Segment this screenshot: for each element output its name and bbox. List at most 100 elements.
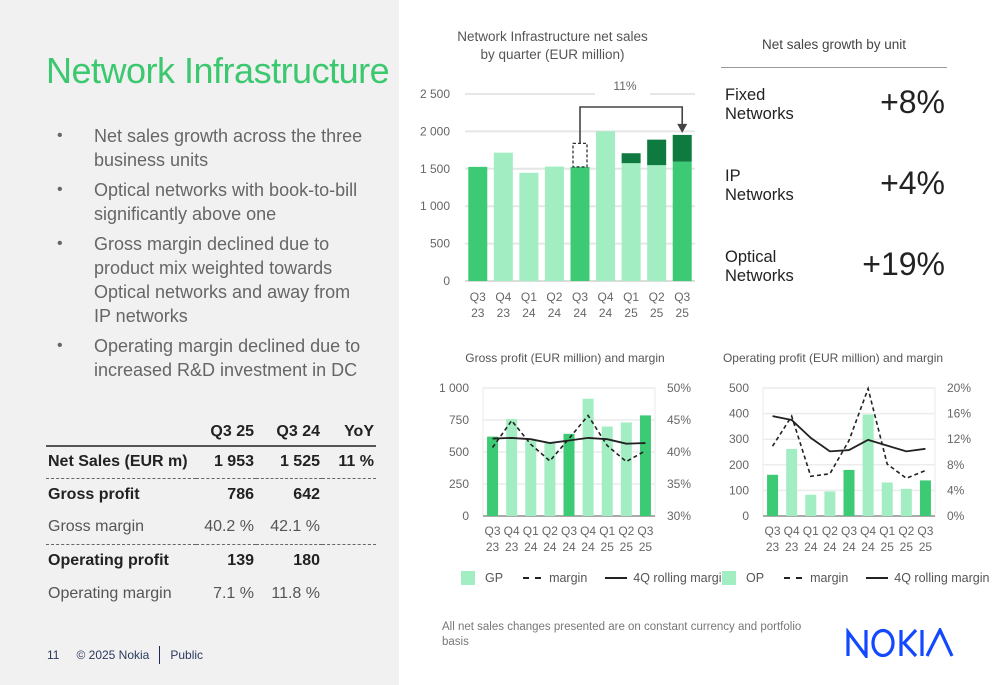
y-left-tick-label: 100 (729, 483, 749, 497)
bullet-icon: • (57, 235, 63, 252)
bar-net-sales (570, 166, 590, 281)
x-tick-label: Q1 (599, 524, 615, 538)
unit-name-line: Networks (725, 186, 794, 204)
x-tick-label: 25 (639, 540, 653, 554)
cell-q3-24: 42.1 % (256, 511, 322, 545)
x-tick-label: 24 (804, 540, 818, 554)
unit-name-line: Networks (725, 105, 794, 123)
bar-op (805, 494, 817, 516)
y-tick-label: 2 000 (420, 124, 450, 138)
unit-name-line: Fixed (725, 86, 766, 104)
bullet-icon: • (57, 181, 63, 198)
legend-dashed-line (784, 577, 803, 579)
table-header: YoY (322, 418, 376, 447)
bullet-list: • Net sales growth across the three busin… (50, 124, 370, 388)
y-left-tick-label: 0 (462, 509, 469, 523)
x-tick-label: Q2 (822, 524, 838, 538)
bar-op (900, 488, 912, 516)
x-tick-label: 23 (497, 306, 511, 320)
x-tick-label: Q2 (542, 524, 558, 538)
bullet-text: Optical networks with book-to-bill signi… (94, 180, 358, 224)
gross-profit-chart: 0 250 500 750 1 000 30% 35% 40% 45% 50% Q3 23 Q4 23 Q1… (439, 381, 691, 554)
x-tick-label: Q1 (879, 524, 895, 538)
x-tick-label: 24 (823, 540, 837, 554)
row-label: Net Sales (EUR m) (46, 446, 196, 479)
y-right-tick-label: 4% (947, 483, 965, 497)
growth-arrow-line (579, 106, 684, 144)
bullet-item: • Optical networks with book-to-bill sign… (50, 178, 370, 226)
bar-gp (582, 398, 594, 516)
left-panel: Network Infrastructure • Net sales growth… (0, 0, 399, 685)
x-tick-label: Q4 (580, 524, 596, 538)
y-left-tick-label: 1 000 (439, 381, 469, 395)
copyright: © 2025 Nokia (76, 648, 150, 662)
row-label: Gross margin (46, 511, 196, 545)
chart-title-line: by quarter (EUR million) (480, 47, 625, 62)
bar-net-sales (468, 166, 488, 281)
cell-q3-24: 180 (293, 551, 320, 569)
x-tick-label: 23 (486, 540, 500, 554)
growth-title: Net sales growth by unit (721, 30, 947, 68)
cell-q3-24: 642 (293, 485, 320, 503)
nokia-logo (846, 628, 954, 658)
cell-yoy (322, 544, 376, 577)
x-tick-label: 24 (562, 540, 576, 554)
x-tick-label: 24 (861, 540, 875, 554)
bar-net-sales-growth (672, 134, 692, 162)
x-tick-label: Q2 (649, 290, 665, 304)
growth-value: +19% (862, 246, 945, 282)
page-title: Network Infrastructure (46, 50, 390, 91)
cell-yoy: 11 % (322, 446, 376, 479)
bar-gp (639, 415, 651, 516)
x-tick-label: Q2 (898, 524, 914, 538)
legend-bar-swatch (722, 571, 736, 585)
bar-net-sales (544, 166, 564, 281)
x-tick-label: 24 (543, 540, 557, 554)
table-row: Gross profit 786 642 (46, 478, 376, 511)
x-tick-label: Q3 (765, 524, 781, 538)
bullet-text: Gross margin declined due to product mix… (94, 234, 351, 326)
growth-unit-label: Optical Networks (725, 248, 815, 286)
table-row: Operating margin 7.1 % 11.8 % (46, 577, 376, 610)
growth-value: +8% (880, 84, 945, 120)
y-right-tick-label: 35% (667, 477, 691, 491)
x-tick-label: Q3 (674, 290, 690, 304)
row-label: Gross profit (48, 485, 140, 503)
x-tick-label: Q4 (495, 290, 511, 304)
operating-profit-chart-title: Operating profit (EUR million) and margi… (722, 351, 944, 365)
legend-label: 4Q rolling margin (633, 571, 729, 585)
unit-name-line: Optical (725, 248, 777, 266)
table-row: Net Sales (EUR m) 1 953 1 525 11 % (46, 446, 376, 479)
y-tick-label: 2 500 (420, 87, 450, 101)
y-left-tick-label: 200 (729, 458, 749, 472)
arrow-head-icon (677, 123, 688, 133)
operating-profit-legend: OP margin 4Q rolling margin (722, 571, 989, 585)
bullet-icon: • (57, 337, 63, 354)
cell-q3-25: 1 953 (196, 446, 256, 479)
x-tick-label: 25 (919, 540, 933, 554)
cell-yoy (322, 577, 376, 610)
bar-gp (563, 433, 575, 516)
margin-line (771, 385, 926, 480)
legend-label: OP (746, 571, 765, 585)
x-tick-label: 23 (785, 540, 799, 554)
margin-line (491, 414, 646, 463)
cell-q3-25: 139 (227, 551, 254, 569)
y-left-tick-label: 500 (729, 381, 749, 395)
cell-q3-24: 1 525 (256, 446, 322, 479)
bullet-text: Net sales growth across the three busine… (94, 126, 363, 170)
bar-op (919, 480, 931, 516)
y-left-tick-label: 750 (449, 413, 469, 427)
x-tick-label: 24 (842, 540, 856, 554)
net-sales-chart-title: Network Infrastructure net sales by quar… (440, 28, 665, 64)
cell-yoy (322, 478, 376, 511)
x-tick-label: Q3 (485, 524, 501, 538)
x-tick-label: 25 (881, 540, 895, 554)
row-label: Operating profit (48, 551, 169, 569)
x-tick-label: 25 (601, 540, 615, 554)
bar-op (843, 469, 855, 516)
cell-q3-25: 786 (227, 485, 254, 503)
x-tick-label: Q3 (917, 524, 933, 538)
y-right-tick-label: 0% (947, 509, 965, 523)
gross-profit-legend: GP margin 4Q rolling margin (461, 571, 728, 585)
